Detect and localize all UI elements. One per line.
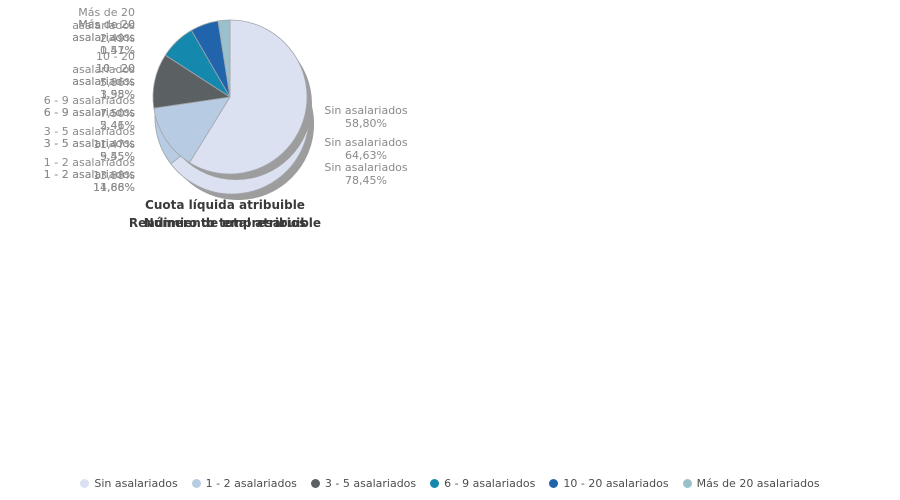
legend-swatch-icon (80, 479, 90, 488)
legend: Sin asalariados 1 - 2 asalariados 3 - 5 as… (0, 477, 900, 490)
slice-label-line: 3 - 5 asalariados (43, 137, 135, 150)
slice-label-line: Más de 20 (78, 6, 135, 19)
chart-title: Número de empresarios (143, 216, 307, 230)
pie-slice (217, 19, 231, 98)
slice-label-sin-asalariados: Sin asalariados 58,80% (296, 104, 436, 130)
legend-swatch-icon (310, 479, 320, 488)
legend-label: 3 - 5 asalariados (324, 477, 417, 490)
legend-item: 6 - 9 asalariados (430, 477, 535, 490)
slice-label-line: 11,47% (93, 138, 135, 151)
legend-swatch-icon (549, 479, 559, 488)
legend-label: 1 - 2 asalariados (205, 477, 297, 490)
legend-item: 3 - 5 asalariados (310, 477, 417, 490)
slice-label-line: asalariados (72, 75, 135, 88)
chart-cuota-liquida-atribuible: Más de 20 asalariados 2,49% 10 - 20 asalaria… (0, 0, 450, 225)
slice-label-line: 1 - 2 asalariados (43, 156, 135, 169)
slice-label-line: asalariados (72, 19, 135, 32)
slice-label-line: 14,86% (93, 181, 135, 194)
slice-label: 1 - 2 asalariados 14,86% (0, 168, 135, 194)
slice-label-line: 2,49% (100, 32, 135, 45)
slice-label-line: 6 - 9 asalariados (43, 106, 135, 119)
legend-item: 10 - 20 asalariados (549, 477, 669, 490)
slice-label-line: 11,68% (93, 181, 135, 194)
slice-label-line: 5,86% (100, 76, 135, 89)
slice-label-line: Más de 20 (78, 18, 135, 31)
slice-label-line: 58,80% (345, 117, 387, 130)
slice-label-line: 1 - 2 asalariados (43, 168, 135, 181)
slice-label: 6 - 9 asalariados 5,41% (0, 106, 135, 132)
slice-label: 10 - 20 asalariados 1,55% (0, 62, 135, 101)
slice-label-line: asalariados (72, 31, 135, 44)
slice-label-line: 13,88% (93, 169, 135, 182)
slice-label-line: Sin asalariados (324, 161, 408, 174)
slice-label: 10 - 20 asalariados 5,86% (0, 50, 135, 89)
slice-label-line: 5,45% (100, 150, 135, 163)
slice-label-line: 3 - 5 asalariados (43, 137, 135, 150)
legend-item: Sin asalariados (80, 477, 178, 490)
slice-label: 3 - 5 asalariados 5,45% (0, 137, 135, 163)
legend-swatch-icon (191, 479, 201, 488)
slice-label: Más de 20 asalariados 1,57% (0, 18, 135, 57)
legend-label: Más de 20 asalariados (696, 477, 820, 490)
slice-label-line: 78,45% (345, 174, 387, 187)
slice-label: 6 - 9 asalariados 2,46% (0, 106, 135, 132)
slice-label: 1 - 2 asalariados 13,88% (0, 156, 135, 182)
slice-label-line: 1,55% (100, 88, 135, 101)
slice-label-line: 3,98% (100, 88, 135, 101)
slice-label: 10 - 20 asalariados 3,98% (0, 62, 135, 101)
slice-labels-left: Más de 20 asalariados 2,49% 10 - 20 asalaria… (0, 6, 135, 182)
slice-label-line: 1,57% (100, 44, 135, 57)
slice-label-line: Sin asalariados (324, 104, 408, 117)
pie-slice (153, 96, 231, 163)
slice-label-line: Sin asalariados (324, 136, 408, 149)
slice-label-line: asalariados (72, 75, 135, 88)
slice-labels-left: Más de 20 asalariados 0,41% 10 - 20 asalaria… (0, 18, 135, 194)
legend-label: 10 - 20 asalariados (563, 477, 669, 490)
legend-label: Sin asalariados (94, 477, 178, 490)
legend-item: 1 - 2 asalariados (191, 477, 297, 490)
slice-label-line: 5,41% (100, 119, 135, 132)
slice-label-line: 9,55% (100, 150, 135, 163)
chart-title: Cuota líquida atribuible (145, 198, 305, 212)
legend-swatch-icon (682, 479, 692, 488)
slice-label-sin-asalariados: Sin asalariados 64,63% (296, 136, 436, 162)
slice-label-line: 7,50% (100, 107, 135, 120)
pie-slice (189, 19, 308, 175)
slice-label-line: 10 - 20 (96, 62, 135, 75)
slice-label-line: asalariados (72, 31, 135, 44)
slice-label: Más de 20 asalariados 2,49% (0, 6, 135, 45)
legend-label: 6 - 9 asalariados (444, 477, 536, 490)
slice-label-line: 3 - 5 asalariados (43, 125, 135, 138)
slice-label-line: asalariados (72, 63, 135, 76)
slice-label: 1 - 2 asalariados 11,68% (0, 168, 135, 194)
slice-label-line: 10 - 20 (96, 50, 135, 63)
slice-label: 3 - 5 asalariados 11,47% (0, 125, 135, 151)
slice-label-line: 10 - 20 (96, 62, 135, 75)
slice-label-line: 6 - 9 asalariados (43, 106, 135, 119)
slice-label-line: 1 - 2 asalariados (43, 168, 135, 181)
slice-label-line: 6 - 9 asalariados (43, 94, 135, 107)
slice-label: Más de 20 asalariados 0,41% (0, 18, 135, 57)
pie-graphic (152, 19, 312, 180)
slice-label: 3 - 5 asalariados 9,55% (0, 137, 135, 163)
legend-item: Más de 20 asalariados (682, 477, 820, 490)
slice-label-line: 0,41% (100, 44, 135, 57)
slice-label-line: Más de 20 (78, 18, 135, 31)
slice-label-line: 64,63% (345, 149, 387, 162)
slice-label: 6 - 9 asalariados 7,50% (0, 94, 135, 120)
chart-title: Rendimiento total atribuible (128, 216, 322, 230)
slice-label-line: 2,46% (100, 119, 135, 132)
slice-label-sin-asalariados: Sin asalariados 78,45% (296, 161, 436, 187)
legend-swatch-icon (430, 479, 440, 488)
slice-labels-left: Más de 20 asalariados 1,57% 10 - 20 asalaria… (0, 18, 135, 194)
